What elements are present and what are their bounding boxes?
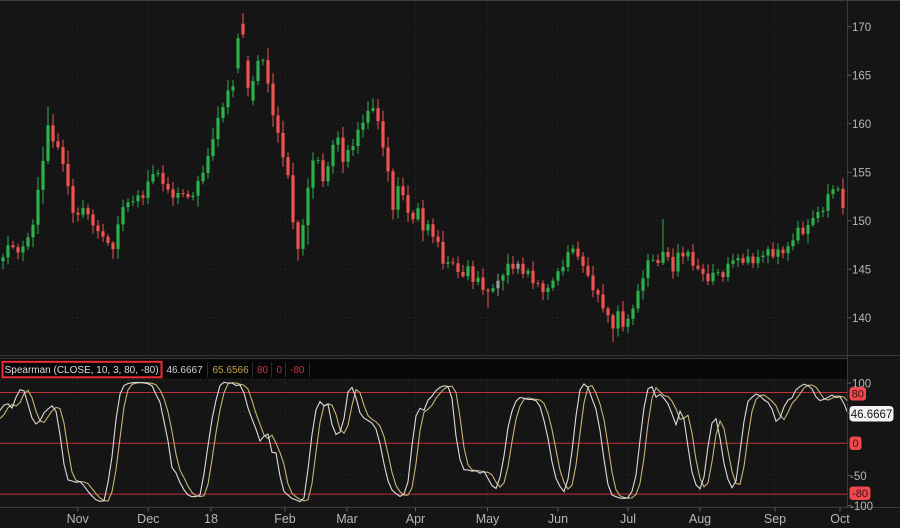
svg-text:Jun: Jun bbox=[548, 512, 568, 526]
svg-text:150: 150 bbox=[852, 216, 871, 228]
svg-text:-50: -50 bbox=[850, 471, 867, 483]
svg-text:80: 80 bbox=[852, 389, 864, 401]
svg-text:46.6667: 46.6667 bbox=[167, 365, 204, 376]
svg-text:140: 140 bbox=[852, 313, 871, 325]
svg-text:-80: -80 bbox=[290, 365, 305, 376]
svg-text:Apr: Apr bbox=[406, 512, 425, 526]
svg-text:Dec: Dec bbox=[137, 512, 159, 526]
svg-text:Jul: Jul bbox=[620, 512, 636, 526]
svg-text:155: 155 bbox=[852, 167, 871, 179]
svg-text:-80: -80 bbox=[852, 488, 868, 500]
svg-text:160: 160 bbox=[852, 119, 871, 131]
svg-text:Sep: Sep bbox=[764, 512, 786, 526]
svg-text:Aug: Aug bbox=[689, 512, 711, 526]
svg-text:May: May bbox=[476, 512, 500, 526]
svg-text:Oct: Oct bbox=[830, 512, 850, 526]
svg-text:145: 145 bbox=[852, 264, 871, 276]
svg-text:165: 165 bbox=[852, 70, 871, 82]
svg-text:18: 18 bbox=[204, 512, 218, 526]
svg-text:Nov: Nov bbox=[67, 512, 90, 526]
svg-text:0: 0 bbox=[852, 438, 858, 450]
svg-text:Spearman (CLOSE, 10, 3, 80, -8: Spearman (CLOSE, 10, 3, 80, -80) bbox=[5, 365, 159, 376]
svg-text:170: 170 bbox=[852, 22, 871, 34]
svg-text:Mar: Mar bbox=[336, 512, 358, 526]
svg-text:0: 0 bbox=[277, 365, 283, 376]
svg-text:80: 80 bbox=[257, 365, 269, 376]
svg-text:46.6667: 46.6667 bbox=[851, 409, 893, 421]
svg-text:65.6566: 65.6566 bbox=[213, 365, 250, 376]
svg-text:-100: -100 bbox=[850, 501, 873, 513]
svg-text:Feb: Feb bbox=[274, 512, 296, 526]
